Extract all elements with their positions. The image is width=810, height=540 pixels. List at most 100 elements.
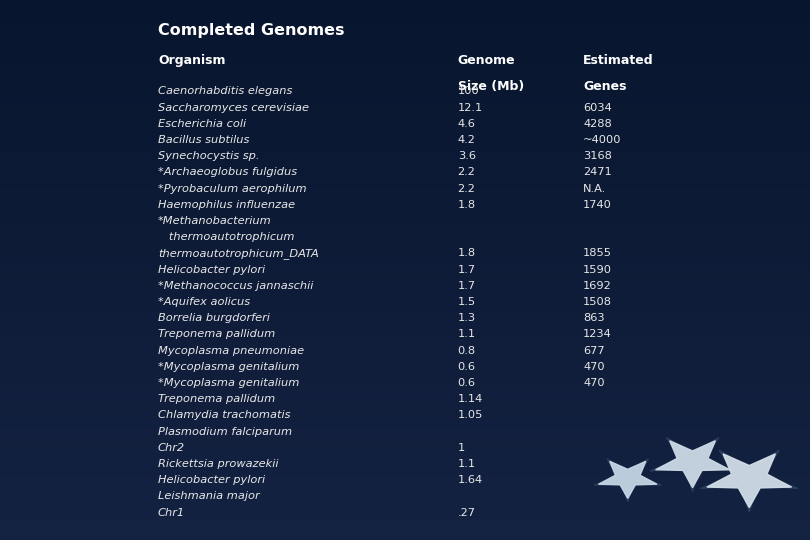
Bar (0, 251, 810, 254)
Polygon shape (655, 441, 730, 488)
Bar (0, 537, 810, 540)
Bar (0, 446, 810, 448)
Bar (0, 500, 810, 502)
Text: thermoautotrophicum: thermoautotrophicum (158, 232, 295, 242)
Bar (0, 381, 810, 383)
Text: Completed Genomes: Completed Genomes (158, 23, 344, 38)
Bar (0, 181, 810, 184)
Bar (0, 122, 810, 124)
Text: 1.64: 1.64 (458, 475, 483, 485)
Bar (0, 400, 810, 402)
Bar (0, 100, 810, 103)
Text: 4.6: 4.6 (458, 119, 475, 129)
Bar (0, 284, 810, 286)
Text: 0.6: 0.6 (458, 378, 475, 388)
Text: *Mycoplasma genitalium: *Mycoplasma genitalium (158, 362, 300, 372)
Bar (0, 432, 810, 435)
Bar (0, 359, 810, 362)
Bar (0, 216, 810, 219)
Bar (0, 35, 810, 38)
Bar (0, 167, 810, 170)
Bar (0, 410, 810, 413)
Bar (0, 246, 810, 248)
Bar (0, 281, 810, 284)
Bar (0, 437, 810, 440)
Bar (0, 232, 810, 235)
Bar (0, 16, 810, 19)
Bar (0, 427, 810, 429)
Bar (0, 165, 810, 167)
Text: Chlamydia trachomatis: Chlamydia trachomatis (158, 410, 291, 421)
Bar (0, 103, 810, 105)
Bar (0, 478, 810, 481)
Bar (0, 462, 810, 464)
Text: 1.8: 1.8 (458, 200, 475, 210)
Bar (0, 329, 810, 332)
Bar (0, 40, 810, 43)
Bar (0, 510, 810, 513)
Text: .27: .27 (458, 508, 475, 518)
Text: 1740: 1740 (583, 200, 612, 210)
Bar (0, 127, 810, 130)
Bar (0, 213, 810, 216)
Bar (0, 297, 810, 300)
Text: 1: 1 (458, 443, 465, 453)
Bar (0, 273, 810, 275)
Text: Caenorhabditis elegans: Caenorhabditis elegans (158, 86, 292, 97)
Text: *Aquifex aolicus: *Aquifex aolicus (158, 297, 250, 307)
Polygon shape (594, 459, 662, 502)
Bar (0, 46, 810, 49)
Text: 2.2: 2.2 (458, 184, 475, 194)
Bar (0, 343, 810, 346)
Text: 4288: 4288 (583, 119, 612, 129)
Bar (0, 108, 810, 111)
Bar (0, 267, 810, 270)
Bar (0, 259, 810, 262)
Bar (0, 159, 810, 162)
Text: 1.3: 1.3 (458, 313, 475, 323)
Text: 0.6: 0.6 (458, 362, 475, 372)
Text: 1855: 1855 (583, 248, 612, 259)
Bar (0, 238, 810, 240)
Bar (0, 200, 810, 202)
Text: 100: 100 (458, 86, 480, 97)
Text: 1.8: 1.8 (458, 248, 475, 259)
Bar (0, 508, 810, 510)
Bar (0, 227, 810, 229)
Bar (0, 308, 810, 310)
Bar (0, 19, 810, 22)
Bar (0, 205, 810, 208)
Bar (0, 197, 810, 200)
Bar (0, 65, 810, 68)
Text: 12.1: 12.1 (458, 103, 483, 113)
Bar (0, 151, 810, 154)
Bar (0, 70, 810, 73)
Text: Synechocystis sp.: Synechocystis sp. (158, 151, 259, 161)
Bar (0, 140, 810, 143)
Bar (0, 448, 810, 451)
Bar (0, 351, 810, 354)
Polygon shape (701, 450, 798, 512)
Text: Helicobacter pylori: Helicobacter pylori (158, 265, 265, 275)
Bar (0, 321, 810, 324)
Bar (0, 132, 810, 135)
Bar (0, 270, 810, 273)
Bar (0, 346, 810, 348)
Bar (0, 502, 810, 505)
Bar (0, 124, 810, 127)
Bar (0, 254, 810, 256)
Bar (0, 51, 810, 54)
Text: 1.14: 1.14 (458, 394, 483, 404)
Bar (0, 27, 810, 30)
Bar (0, 105, 810, 108)
Bar (0, 535, 810, 537)
Bar (0, 202, 810, 205)
Bar (0, 529, 810, 532)
Bar (0, 440, 810, 443)
Text: 1.1: 1.1 (458, 329, 475, 340)
Bar (0, 178, 810, 181)
Bar (0, 472, 810, 475)
Bar (0, 211, 810, 213)
Bar (0, 467, 810, 470)
Bar (0, 3, 810, 5)
